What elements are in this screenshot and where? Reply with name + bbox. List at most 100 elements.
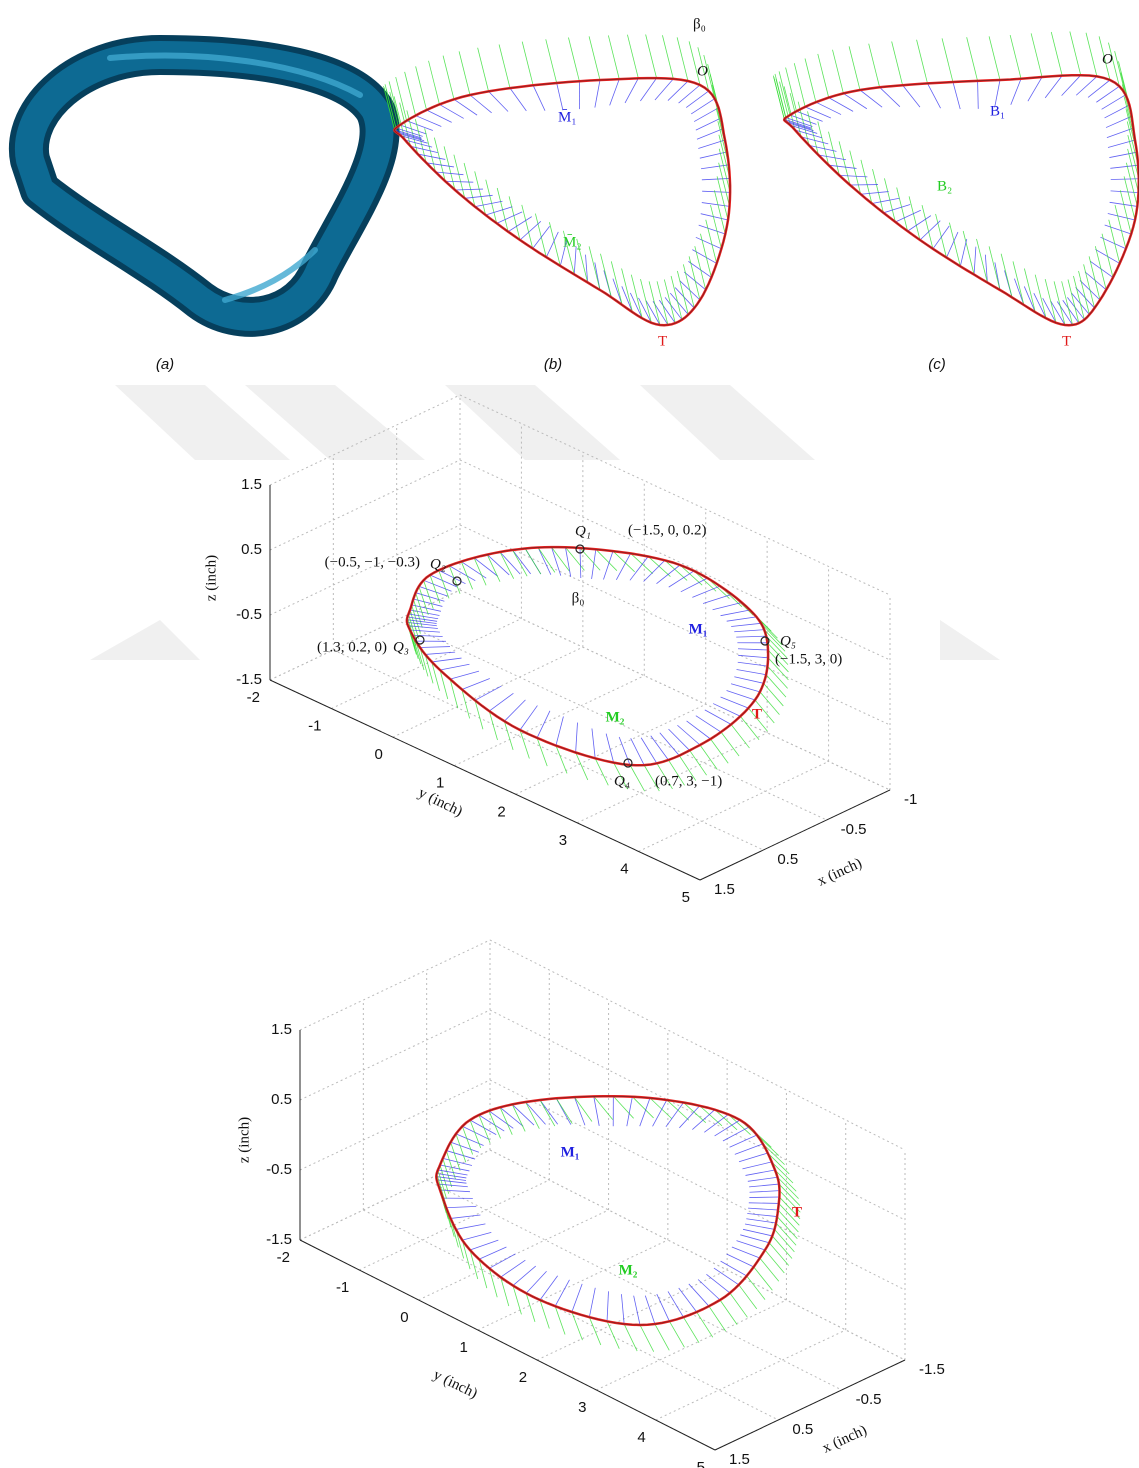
vector-field [773,32,1138,326]
m1-vector [737,669,767,674]
m2-vector [730,1293,748,1317]
m1-vector [669,571,694,587]
m1-vector [749,1197,779,1198]
x-tick-label: 1.5 [729,1451,750,1468]
m1-vector [1108,213,1135,220]
m1-vector [727,690,755,700]
m2-vector [1031,33,1042,77]
vector-field [384,34,731,325]
z-axis-label: z (inch) [203,555,219,601]
m1-vector [748,1208,778,1210]
m2-vector [596,549,617,570]
grid-line [270,460,460,550]
m1-vector [655,79,673,100]
m1-vector [696,237,722,248]
m1-vector [520,706,537,730]
x-tick-label: 0.5 [777,851,798,868]
grid-line [363,1210,778,1420]
y-tick-label: 3 [559,832,567,849]
grid-line [490,1080,905,1290]
label-t: T [1062,333,1071,349]
m1-vector [657,1294,670,1321]
m1-vector [745,1170,775,1175]
m1-vector [703,594,732,603]
y-tick-label: -1 [336,1279,349,1296]
y-tick-label: 2 [519,1369,527,1386]
m1-vector [681,578,708,592]
m2-vector [763,1144,785,1165]
m1-vector [451,1142,479,1152]
grid-line [460,525,890,725]
point-coords: (−0.5, −1, −0.3) [325,554,420,570]
m1-vector [621,1294,624,1324]
m1-vector [439,104,463,118]
m2-vector [655,1324,669,1350]
label-m1: M₁ [561,1144,580,1160]
m2-vector [456,1134,466,1162]
m1-vector [699,225,726,234]
m1-vector [489,1254,515,1269]
label-beta: β₀ [572,590,585,606]
caption: (b) [544,356,562,373]
m2-vector [416,66,427,110]
m2-vector [772,1236,792,1259]
m1-vector [1105,225,1132,234]
point-name: Q₁ [575,523,591,539]
m2-vector [487,555,500,582]
y-tick-label: 2 [497,803,505,820]
m1-vector [1105,105,1130,118]
caption: (a) [156,356,174,373]
m1-vector [727,617,757,621]
tube [29,55,380,317]
y-tick-label: 5 [682,889,690,906]
m1-vector [462,679,490,690]
grid-line [300,940,490,1030]
m1-vector [750,1191,780,1193]
m2-vector [499,44,510,88]
point-marker [416,636,424,644]
m2-vector [677,37,688,81]
m2-vector [540,1100,555,1126]
m2-vector [551,547,569,571]
m1-vector [440,1165,469,1171]
m2-vector [760,692,780,715]
m2-vector [443,56,454,100]
m2-vector [775,74,786,118]
m1-vector [713,704,740,717]
m1-vector [416,116,442,127]
m1-vector [576,723,578,753]
m2-vector [512,1104,525,1131]
grid-line [656,1330,846,1420]
m1-vector [465,195,493,198]
m2-vector [839,141,850,185]
m1-vector [734,677,763,684]
m1-vector [533,85,545,110]
label-t: T [752,706,762,722]
m1-vector [607,1291,608,1321]
m1-vector [748,1177,778,1181]
m1-vector [462,1232,491,1240]
m2-vector [717,176,728,220]
m2-vector [720,1300,737,1325]
m1-vector [425,652,455,654]
grid-line [300,1080,490,1170]
m2-vector [769,1243,789,1266]
m1-vector [747,1214,777,1217]
y-tick-label: 0 [375,746,383,763]
m1-vector [486,207,513,215]
m1-vector [546,232,558,257]
m1-vector [745,1224,775,1229]
z-tick-label: 0.5 [241,541,262,558]
x-tick-label: -1 [904,791,917,808]
m1-vector [420,647,450,648]
m1-vector [410,630,440,632]
m2-vector [700,745,717,769]
m1-vector [713,602,742,609]
label-m2: M̄₂ [563,234,582,250]
z-tick-label: -1.5 [236,671,262,688]
m1-vector [538,548,551,575]
m1-vector [574,247,576,275]
m2-vector [630,765,645,791]
grid-line [333,650,763,850]
m2-vector [942,38,953,82]
